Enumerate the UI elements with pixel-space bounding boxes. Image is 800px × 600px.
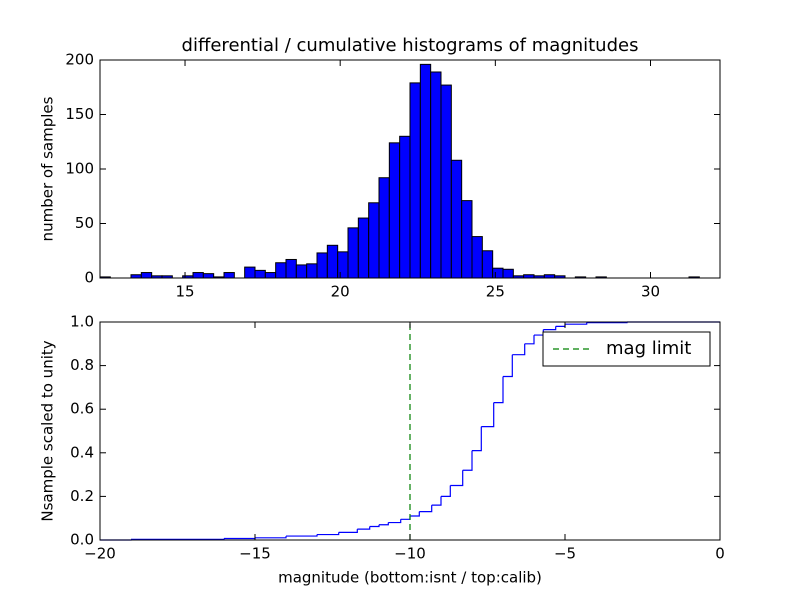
bar xyxy=(492,267,504,279)
step-segment xyxy=(493,376,504,404)
bar xyxy=(326,244,339,279)
bar xyxy=(440,84,452,279)
bar xyxy=(481,250,494,279)
bar xyxy=(409,82,421,279)
x-tick-label: −10 xyxy=(394,545,426,563)
step-segment xyxy=(462,450,473,471)
bar xyxy=(450,159,463,279)
step-segment xyxy=(431,496,442,506)
step-segment xyxy=(410,511,420,517)
bar xyxy=(295,264,308,279)
bar xyxy=(419,63,432,279)
bar xyxy=(471,236,483,279)
y-axis-label: number of samples xyxy=(39,96,57,241)
y-tick-label: 0.2 xyxy=(70,487,94,505)
bar xyxy=(202,273,215,279)
y-tick-label: 0.0 xyxy=(70,531,94,549)
legend-label: mag limit xyxy=(606,338,691,359)
bar xyxy=(223,272,235,279)
step-segment xyxy=(286,534,318,537)
step-segment xyxy=(379,522,389,526)
step-segment xyxy=(131,538,225,540)
bar xyxy=(347,227,359,279)
bar xyxy=(502,268,514,279)
bar xyxy=(254,269,266,279)
step-segment xyxy=(524,335,535,345)
bar xyxy=(368,202,380,279)
step-segment xyxy=(503,354,513,378)
y-tick-label: 150 xyxy=(65,105,94,123)
y-axis-label: Nsample scaled to unity xyxy=(39,340,57,521)
y-tick-label: 0 xyxy=(84,269,94,287)
step-segment xyxy=(419,505,433,513)
chart-title: differential / cumulative histograms of … xyxy=(182,35,639,56)
x-tick-label: −15 xyxy=(239,545,271,563)
x-tick-label: 20 xyxy=(331,283,350,301)
bar xyxy=(316,252,328,279)
step-segment xyxy=(317,532,340,536)
step-segment xyxy=(357,526,371,530)
step-segment xyxy=(369,524,380,528)
y-tick-label: 200 xyxy=(65,51,94,69)
step-segment xyxy=(338,529,358,533)
step-segment xyxy=(481,402,495,428)
y-tick-label: 0.8 xyxy=(70,356,94,374)
y-tick-label: 1.0 xyxy=(70,313,94,331)
step-segment xyxy=(255,536,287,539)
bar xyxy=(306,263,318,279)
step-segment xyxy=(543,326,557,331)
y-tick-label: 0.6 xyxy=(70,400,94,418)
step-segment xyxy=(224,537,256,540)
step-segment xyxy=(534,329,544,336)
step-segment xyxy=(565,322,588,325)
x-tick-label: −20 xyxy=(84,545,116,563)
step-segment xyxy=(450,470,464,487)
bar xyxy=(378,177,390,279)
bar xyxy=(244,266,256,279)
x-tick-label: 0 xyxy=(715,545,725,563)
bar xyxy=(140,272,153,279)
bar xyxy=(430,71,442,279)
y-tick-label: 0.4 xyxy=(70,443,94,461)
bar xyxy=(337,251,349,279)
bar xyxy=(461,200,473,279)
x-tick-label: 30 xyxy=(641,283,660,301)
step-segment xyxy=(400,516,411,520)
bar xyxy=(388,142,401,279)
step-segment xyxy=(441,485,451,497)
y-tick-label: 50 xyxy=(75,214,94,232)
step-segment xyxy=(388,519,402,524)
bar xyxy=(264,272,277,279)
x-axis-label: magnitude (bottom:isnt / top:calib) xyxy=(278,569,542,587)
bar xyxy=(192,272,204,279)
x-tick-label: −5 xyxy=(554,545,576,563)
legend-box xyxy=(542,331,711,367)
x-tick-label: 25 xyxy=(486,283,505,301)
step-segment xyxy=(512,343,526,356)
bar xyxy=(285,258,297,279)
bar xyxy=(399,135,411,279)
x-tick-label: 15 xyxy=(175,283,194,301)
bar xyxy=(357,217,370,279)
bar xyxy=(275,262,287,279)
step-segment xyxy=(472,426,482,452)
y-tick-label: 100 xyxy=(65,160,94,178)
step-segment xyxy=(555,324,566,327)
